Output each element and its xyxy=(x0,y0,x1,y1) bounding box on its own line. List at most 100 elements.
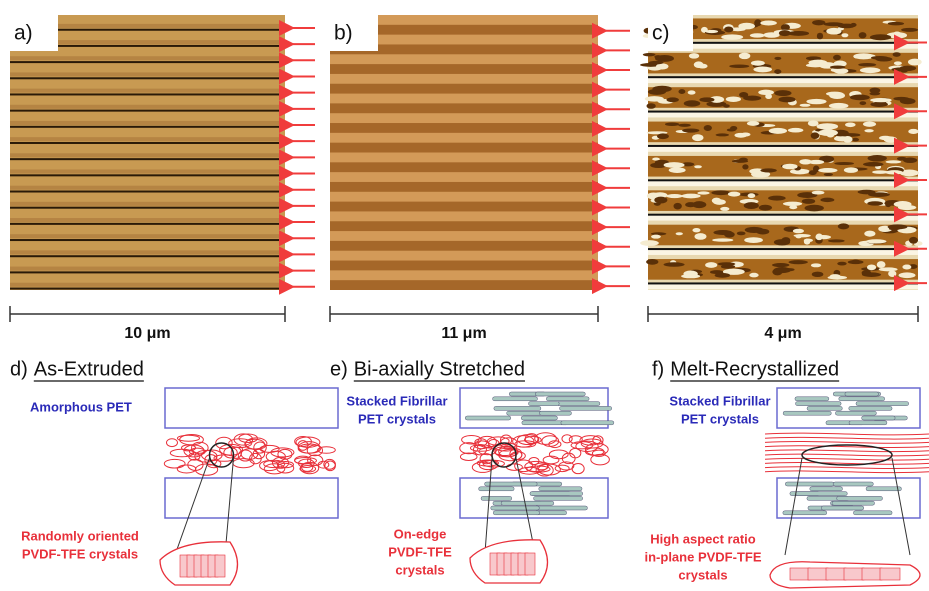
texture xyxy=(678,89,685,94)
stripe xyxy=(10,191,285,193)
texture xyxy=(826,92,843,96)
texture xyxy=(645,96,664,102)
stripe xyxy=(10,283,285,287)
texture xyxy=(704,125,712,131)
texture xyxy=(711,190,730,195)
texture xyxy=(684,100,701,106)
pvdf-lamella xyxy=(765,458,929,460)
crystal-label: High aspect ratio xyxy=(650,531,756,546)
texture xyxy=(844,167,858,173)
stripe xyxy=(10,271,285,273)
texture xyxy=(858,63,876,67)
scale-label: 4 μm xyxy=(764,325,801,342)
stripe xyxy=(10,77,285,79)
stripe xyxy=(330,84,598,94)
texture xyxy=(802,199,815,204)
texture xyxy=(699,97,714,102)
fibril xyxy=(835,411,876,415)
layer-label: Amorphous PET xyxy=(30,399,132,414)
texture xyxy=(721,34,743,40)
texture xyxy=(812,272,824,277)
crystal-block xyxy=(790,568,810,580)
texture xyxy=(657,133,669,139)
fibril xyxy=(501,501,554,505)
texture xyxy=(852,138,859,142)
fibril xyxy=(521,416,557,420)
texture xyxy=(829,103,849,109)
texture xyxy=(760,168,776,172)
texture xyxy=(729,65,749,68)
texture xyxy=(808,120,819,126)
fibril xyxy=(528,402,559,406)
crystal-block xyxy=(215,555,225,577)
pvdf-crystal xyxy=(177,435,199,441)
stripe xyxy=(330,182,598,192)
texture xyxy=(864,231,875,237)
fibril xyxy=(810,487,843,491)
texture xyxy=(888,22,904,26)
pvdf-crystal xyxy=(164,459,185,468)
texture xyxy=(784,268,795,271)
texture xyxy=(739,158,748,162)
texture xyxy=(682,128,699,132)
schematic-title: As-Extruded xyxy=(34,358,144,380)
texture xyxy=(643,53,656,56)
texture xyxy=(820,198,834,202)
texture xyxy=(774,69,781,74)
fibril xyxy=(539,487,582,491)
panel-label: b) xyxy=(334,22,353,45)
texture xyxy=(863,122,876,127)
texture xyxy=(726,96,741,102)
texture xyxy=(744,202,759,209)
layer-label: Stacked Fibrillar xyxy=(346,393,447,408)
stripe xyxy=(10,158,285,160)
texture xyxy=(774,90,791,96)
texture xyxy=(649,61,664,65)
stripe xyxy=(330,64,598,74)
texture xyxy=(759,205,772,211)
texture xyxy=(694,165,702,168)
texture xyxy=(674,203,682,210)
texture xyxy=(789,205,797,209)
fibril xyxy=(491,506,540,510)
texture xyxy=(753,66,772,72)
pet-layer xyxy=(165,388,338,428)
texture xyxy=(778,97,795,103)
stripe xyxy=(10,255,285,257)
texture xyxy=(800,104,811,107)
texture xyxy=(751,60,765,65)
schematic-title: Bi-axially Stretched xyxy=(354,358,525,380)
texture xyxy=(788,260,807,264)
pvdf-lamella xyxy=(765,446,929,448)
stripe xyxy=(10,72,285,76)
texture xyxy=(681,194,700,199)
stripe xyxy=(330,221,598,231)
stripe xyxy=(330,241,598,251)
texture xyxy=(692,201,706,208)
pvdf-lamella xyxy=(765,467,929,469)
fibril xyxy=(783,511,827,515)
stripe xyxy=(10,234,285,238)
texture xyxy=(772,263,789,267)
texture xyxy=(830,274,841,278)
texture xyxy=(908,59,922,66)
texture xyxy=(788,31,809,36)
stripe xyxy=(648,248,918,250)
crystal-block xyxy=(808,568,828,580)
stripe xyxy=(330,123,598,133)
texture xyxy=(894,201,912,207)
stripe xyxy=(10,121,285,125)
crystal-block xyxy=(525,553,535,575)
stripe xyxy=(10,126,285,128)
texture xyxy=(804,239,813,242)
texture xyxy=(739,53,750,60)
texture xyxy=(747,121,759,126)
texture xyxy=(774,239,790,245)
texture xyxy=(665,123,679,126)
texture xyxy=(868,155,887,161)
layer-label: Stacked Fibrillar xyxy=(669,393,770,408)
texture xyxy=(669,167,686,173)
fibril xyxy=(856,402,909,406)
fibril xyxy=(833,482,873,486)
texture xyxy=(681,274,700,278)
